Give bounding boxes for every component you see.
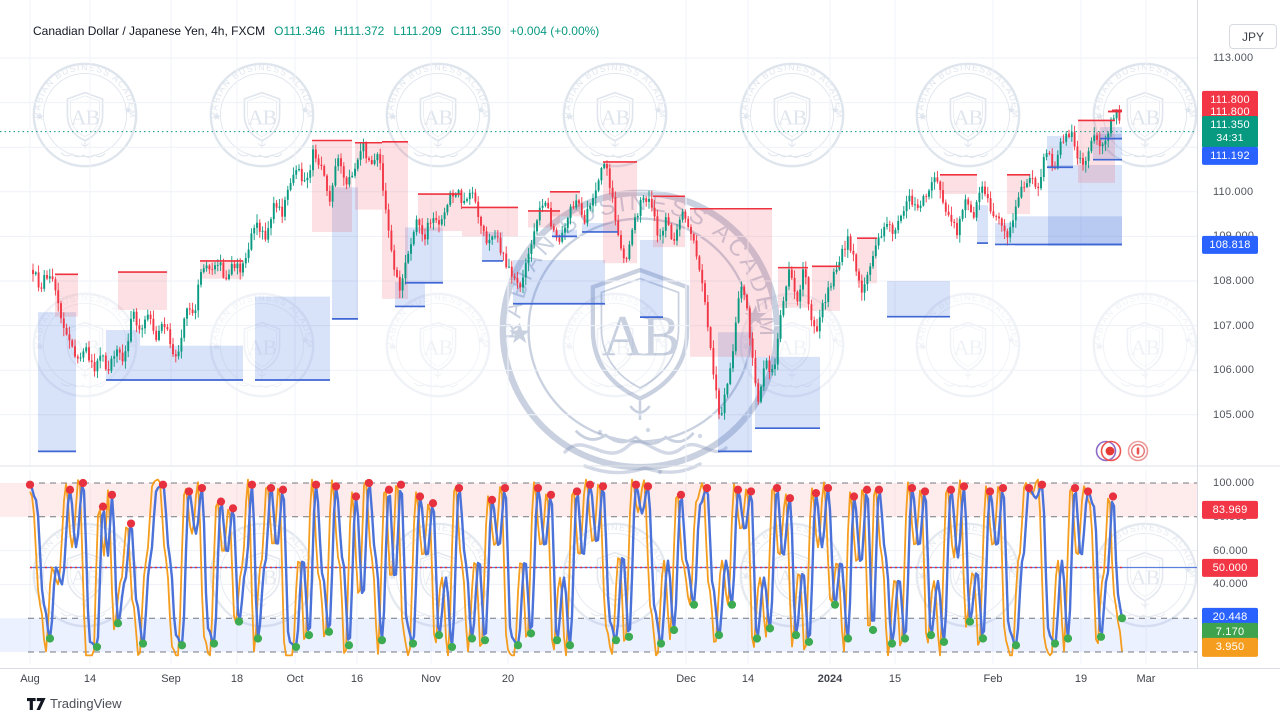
price-change: +0.004 (+0.00%) xyxy=(509,24,600,38)
oscillator-label: 40.000 xyxy=(1213,578,1248,591)
oscillator-label: 60.000 xyxy=(1213,544,1248,557)
ohlc-close: C111.350 xyxy=(450,24,501,38)
time-tick: Feb xyxy=(983,673,1003,685)
time-tick: Mar xyxy=(1136,673,1156,685)
price-label: 107.000 xyxy=(1213,319,1255,332)
symbol-header[interactable]: Canadian Dollar / Japanese Yen, 4h, FXCM… xyxy=(33,24,599,38)
price-badge: 3.950 xyxy=(1202,638,1258,657)
price-label: 113.000 xyxy=(1213,52,1254,64)
price-badge: 83.969 xyxy=(1202,500,1258,520)
countdown-timer: 34:31 xyxy=(1216,131,1244,144)
price-label: 105.000 xyxy=(1213,408,1255,421)
time-tick: Dec xyxy=(676,673,696,685)
price-label: 110.000 xyxy=(1213,185,1254,198)
price-badge: 7.170 xyxy=(1202,622,1258,642)
time-tick: 14 xyxy=(83,673,97,685)
price-badge: 111.192 xyxy=(1202,146,1258,165)
symbol-title[interactable]: Canadian Dollar / Japanese Yen, 4h, FXCM xyxy=(33,24,266,38)
time-tick: 20 xyxy=(501,673,515,685)
arabic-calligraphy-watermark xyxy=(563,427,728,475)
ohlc-low: L111.209 xyxy=(393,24,442,38)
price-badge: 50.000 xyxy=(1202,558,1258,577)
signal-icons[interactable] xyxy=(1095,440,1149,462)
time-tick: 2024 xyxy=(817,673,843,685)
time-tick: 14 xyxy=(741,673,755,685)
price-badge: 111.350 34:31 xyxy=(1202,115,1258,148)
time-axis[interactable]: Aug 14 Sep 18 Oct 16 Nov 20 Dec 14 2024 15 Feb 19 Mar xyxy=(0,668,1280,689)
price-badge: 108.818 xyxy=(1202,235,1258,254)
oscillator-label: 100.000 xyxy=(1213,477,1255,489)
time-tick: 19 xyxy=(1074,673,1088,685)
price-scale[interactable]: 113.000110.000109.000108.000107.000106.0… xyxy=(1197,0,1280,688)
price-label: 108.000 xyxy=(1213,275,1255,287)
time-tick: 15 xyxy=(888,673,902,685)
time-tick: Aug xyxy=(20,673,40,685)
price-badge: 20.448 xyxy=(1202,608,1258,627)
tradingview-logo-icon[interactable] xyxy=(27,697,46,712)
time-tick: 18 xyxy=(230,673,244,685)
price-label: 106.000 xyxy=(1213,364,1255,377)
time-tick: 16 xyxy=(350,673,364,685)
currency-toggle-button[interactable]: JPY xyxy=(1229,24,1277,49)
time-tick: Sep xyxy=(161,673,181,685)
ohlc-open: O111.346 xyxy=(274,24,326,38)
ohlc-high: H111.372 xyxy=(334,24,385,38)
footer-bar: TradingView xyxy=(0,688,1280,720)
tradingview-brand-text[interactable]: TradingView xyxy=(50,696,122,711)
time-tick: Nov xyxy=(421,673,441,685)
time-tick: Oct xyxy=(286,673,304,685)
